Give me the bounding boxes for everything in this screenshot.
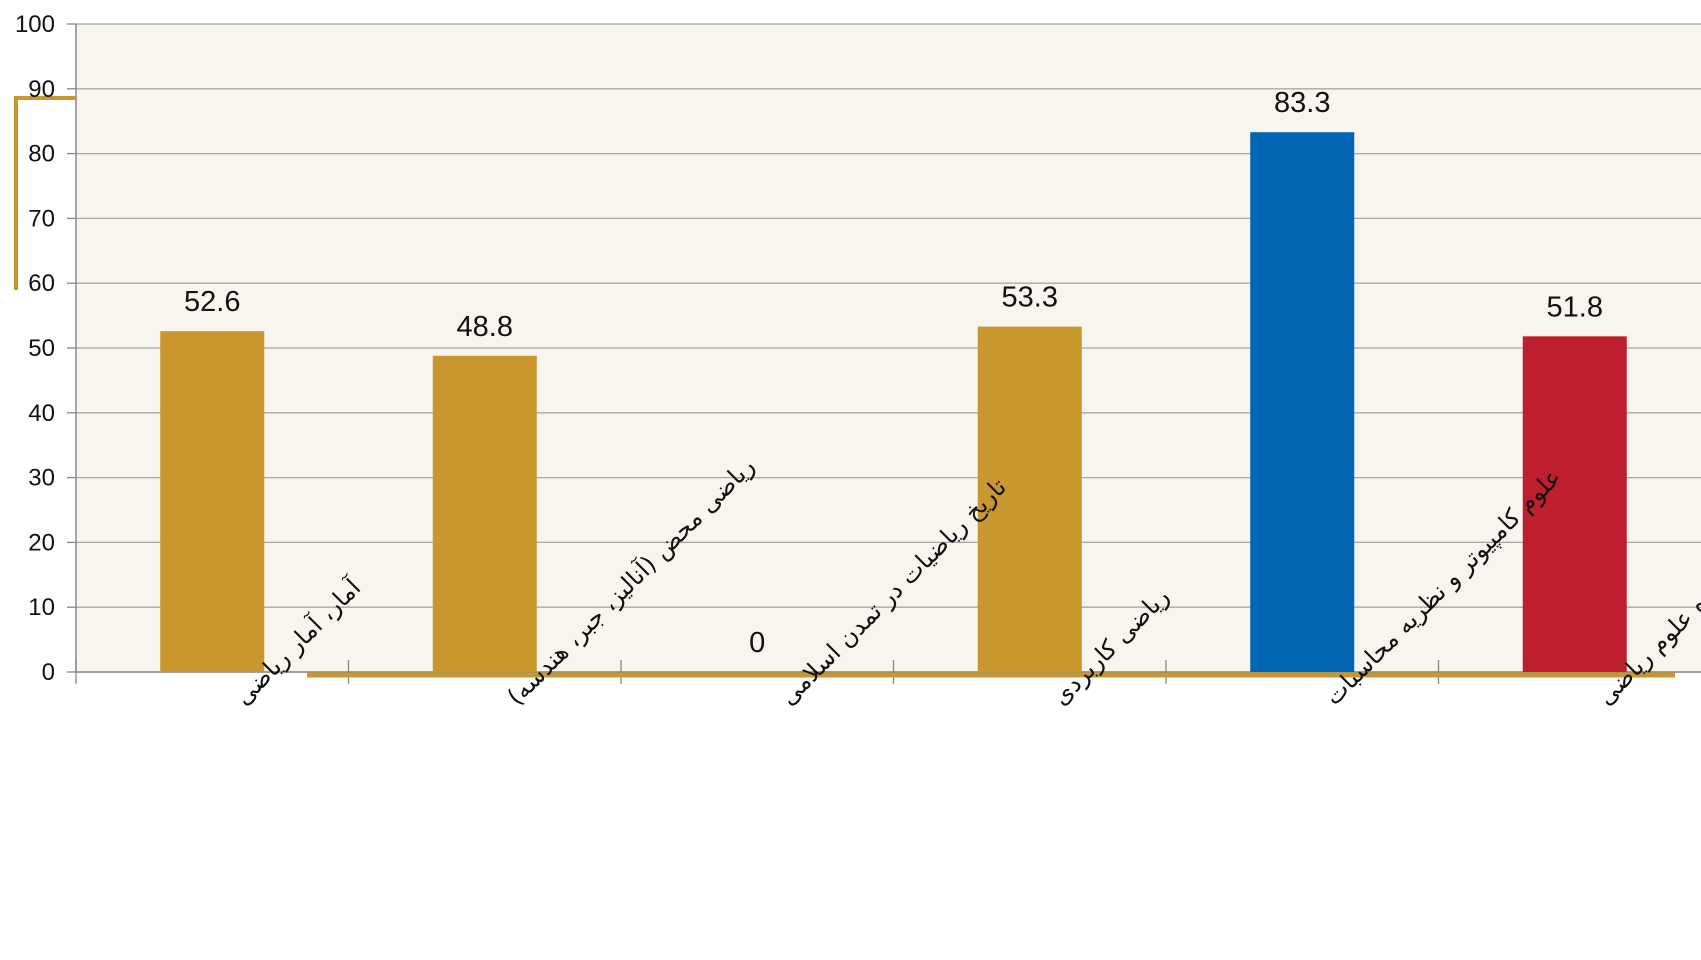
y-tick-label: 100 (15, 11, 55, 38)
y-tick-label: 30 (28, 465, 55, 492)
data-label: 48.8 (457, 311, 513, 343)
data-label: 51.8 (1547, 291, 1603, 323)
y-tick-label: 0 (42, 659, 55, 686)
bar (160, 331, 265, 672)
y-tick-label: 60 (28, 270, 55, 297)
y-tick-label: 20 (28, 529, 55, 556)
y-tick-label: 70 (28, 205, 55, 232)
data-label: 83.3 (1274, 87, 1330, 119)
bar (432, 355, 537, 672)
gridlines (76, 23, 1701, 673)
bars (160, 132, 1627, 672)
bar (1522, 336, 1627, 672)
y-tick-label: 50 (28, 335, 55, 362)
data-label: 0 (749, 627, 765, 659)
y-tick-label: 40 (28, 400, 55, 427)
y-tick-label: 90 (28, 76, 55, 103)
bar (1250, 132, 1355, 672)
data-label: 53.3 (1002, 282, 1058, 314)
bar (977, 326, 1082, 672)
axes (14, 23, 1701, 684)
data-label: 52.6 (184, 286, 240, 318)
y-tick-label: 10 (28, 594, 55, 621)
accent-bracket (14, 96, 76, 290)
y-tick-label: 80 (28, 141, 55, 168)
